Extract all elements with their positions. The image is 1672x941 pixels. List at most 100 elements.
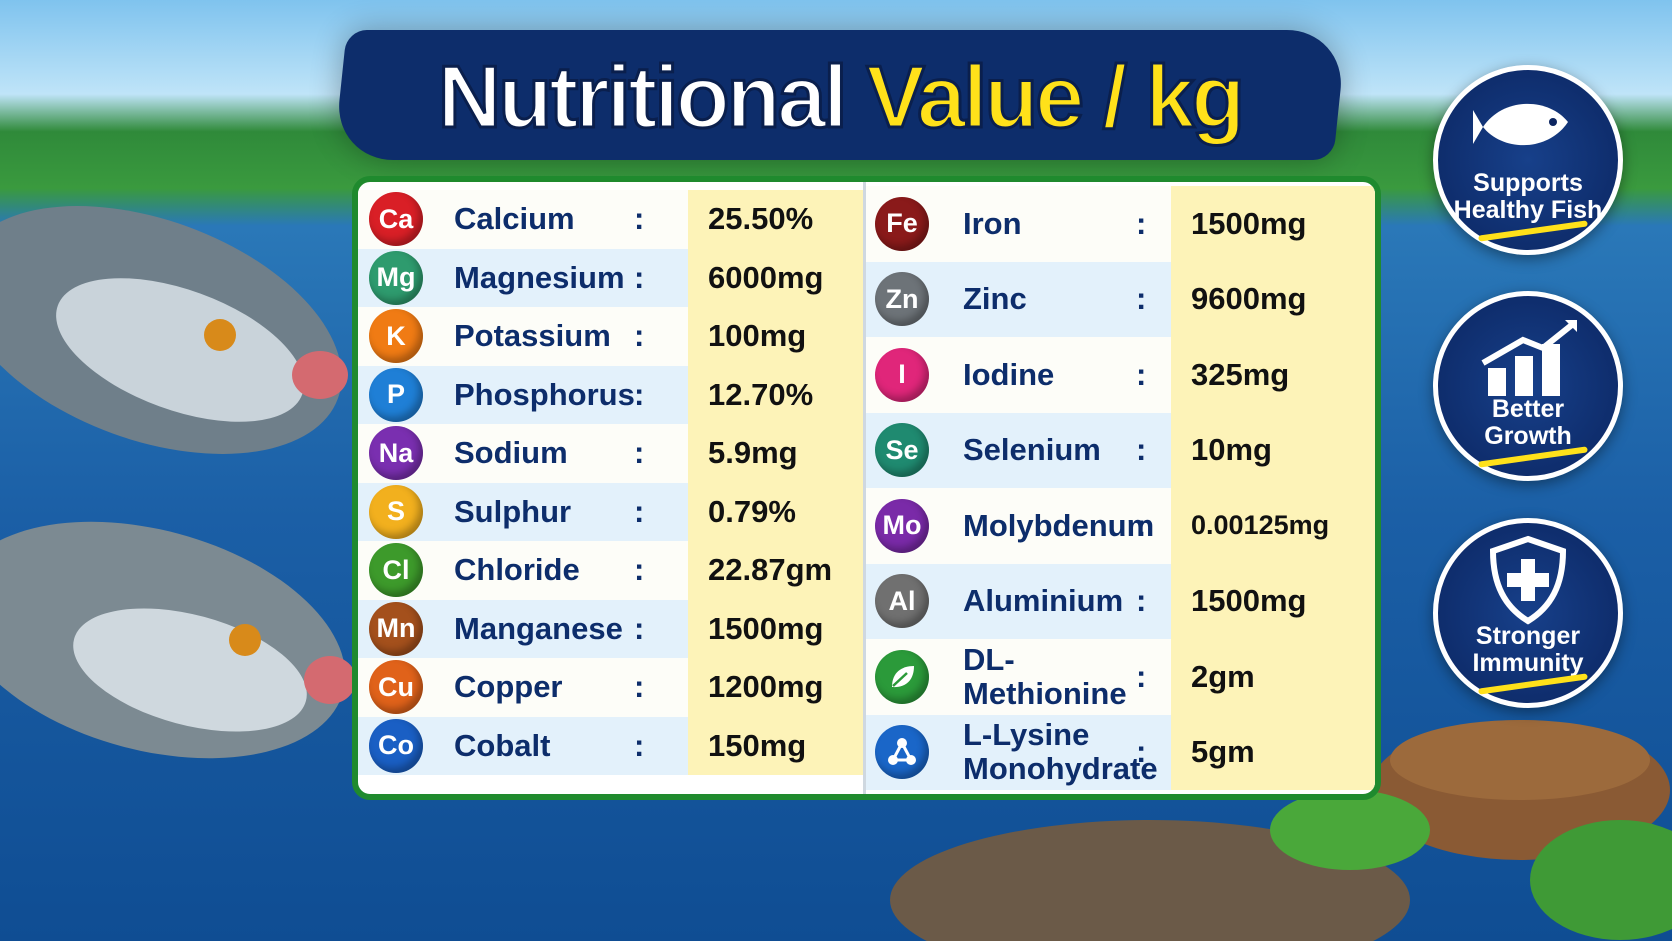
nutrient-value: 5.9mg [688, 424, 863, 483]
nutrient-value: 325mg [1171, 337, 1375, 413]
title-main: Nutritional [436, 46, 849, 148]
separator: : [634, 201, 645, 237]
element-icon: Cl [369, 543, 423, 598]
nutrient-name: Aluminium [963, 583, 1124, 619]
nutrient-value: 1200mg [688, 658, 863, 717]
separator: : [1136, 583, 1147, 619]
title: Nutritional Value / kg [340, 42, 1340, 152]
nutrient-value: 2gm [1171, 639, 1375, 715]
element-icon: K [369, 309, 423, 364]
element-icon: P [369, 367, 423, 422]
table-row: DL-Methionine:2gm [866, 639, 1375, 715]
nutrient-name: L-Lysine Monohydrate [963, 717, 1158, 787]
badge-label: Better Growth [1438, 396, 1618, 450]
table-row: Cl Chloride: 22.87gm [358, 541, 863, 600]
separator: : [634, 376, 645, 412]
table-row: S Sulphur: 0.79% [358, 482, 863, 541]
nutrient-value: 1500mg [1171, 186, 1375, 262]
element-icon: Zn [875, 272, 929, 327]
element-icon [875, 649, 929, 704]
nutrient-name: Calcium [454, 201, 575, 237]
nutrient-value: 1500mg [1171, 563, 1375, 639]
badge-line: Immunity [1472, 649, 1584, 677]
element-icon: I [875, 347, 929, 402]
feed-pellets [1390, 720, 1650, 800]
table-row: Cu Copper: 1200mg [358, 658, 863, 717]
badge-icon [1438, 92, 1618, 169]
nutrient-value: 150mg [688, 716, 863, 775]
element-icon: Na [369, 426, 423, 481]
table-row: Se Selenium:10mg [866, 412, 1375, 488]
badge: Better Growth [1433, 291, 1623, 481]
nutrient-name: Selenium [963, 432, 1101, 468]
table-row: Na Sodium: 5.9mg [358, 424, 863, 483]
badge-label: Stronger Immunity [1438, 623, 1618, 677]
element-icon: Ca [369, 192, 423, 247]
nutrient-name: Iron [963, 205, 1022, 241]
table-row: Mo Molybdenum:0.00125mg [866, 488, 1375, 564]
nutrient-name: Sulphur [454, 493, 572, 529]
nutrient-name: Molybdenum [963, 507, 1155, 543]
separator: : [1136, 658, 1147, 694]
element-icon: S [369, 484, 423, 539]
separator: : [634, 435, 645, 471]
nutrient-name: Iodine [963, 356, 1055, 392]
separator: : [1136, 205, 1147, 241]
table-row: Mn Manganese: 1500mg [358, 599, 863, 658]
nutrition-table: Ca Calcium: 25.50% Mg Magnesium: 6000mg K Potas… [352, 176, 1381, 800]
separator: : [1136, 281, 1147, 317]
separator: : [1136, 734, 1147, 770]
separator: : [634, 318, 645, 354]
separator: : [1136, 507, 1147, 543]
leaves [1270, 790, 1430, 870]
nutrient-value: 25.50% [688, 190, 863, 249]
separator: : [634, 610, 645, 646]
table-row: Mg Magnesium: 6000mg [358, 248, 863, 307]
nutrient-value: 0.00125mg [1171, 488, 1375, 564]
nutrient-value: 12.70% [688, 365, 863, 424]
rock [890, 820, 1410, 941]
badge-line: Better [1491, 395, 1565, 423]
nutrient-value: 22.87gm [688, 541, 863, 600]
nutrient-name: Copper [454, 669, 563, 705]
fish-eye [229, 624, 261, 656]
column-divider [863, 182, 866, 794]
badge-line: Growth [1484, 422, 1572, 450]
element-icon: Cu [369, 660, 423, 715]
nutrient-value: 100mg [688, 307, 863, 366]
nutrient-name: Magnesium [454, 259, 625, 295]
nutrient-name: Zinc [963, 281, 1027, 317]
separator: : [634, 669, 645, 705]
element-icon [875, 725, 929, 780]
leaves [1530, 820, 1672, 940]
nutrient-value: 5gm [1171, 714, 1375, 790]
nutrient-value: 9600mg [1171, 261, 1375, 337]
element-icon: Fe [875, 196, 929, 251]
fish-mouth [304, 656, 356, 704]
table-row: K Potassium: 100mg [358, 307, 863, 366]
nutrient-name: Manganese [454, 610, 623, 646]
badge: Supports Healthy Fish [1433, 65, 1623, 255]
table-row: L-Lysine Monohydrate:5gm [866, 714, 1375, 790]
element-icon: Mg [369, 250, 423, 305]
badge-label: Supports Healthy Fish [1438, 170, 1618, 224]
nutrient-name: Sodium [454, 435, 568, 471]
table-row: P Phosphorus: 12.70% [358, 365, 863, 424]
nutrient-value: 6000mg [688, 248, 863, 307]
nutrient-value: 0.79% [688, 482, 863, 541]
nutrient-name: Potassium [454, 318, 611, 354]
title-accent: Value / kg [865, 46, 1247, 148]
table-row: Zn Zinc:9600mg [866, 261, 1375, 337]
separator: : [634, 493, 645, 529]
fish-eye [204, 319, 236, 351]
element-icon: Co [369, 718, 423, 773]
badge: Stronger Immunity [1433, 518, 1623, 708]
nutrient-name: Chloride [454, 552, 580, 588]
nutrient-name: Cobalt [454, 727, 551, 763]
nutrient-name: Phosphorus [454, 376, 635, 412]
separator: : [634, 552, 645, 588]
badge-line: Healthy Fish [1453, 196, 1603, 224]
badge-line: Stronger [1475, 622, 1581, 650]
